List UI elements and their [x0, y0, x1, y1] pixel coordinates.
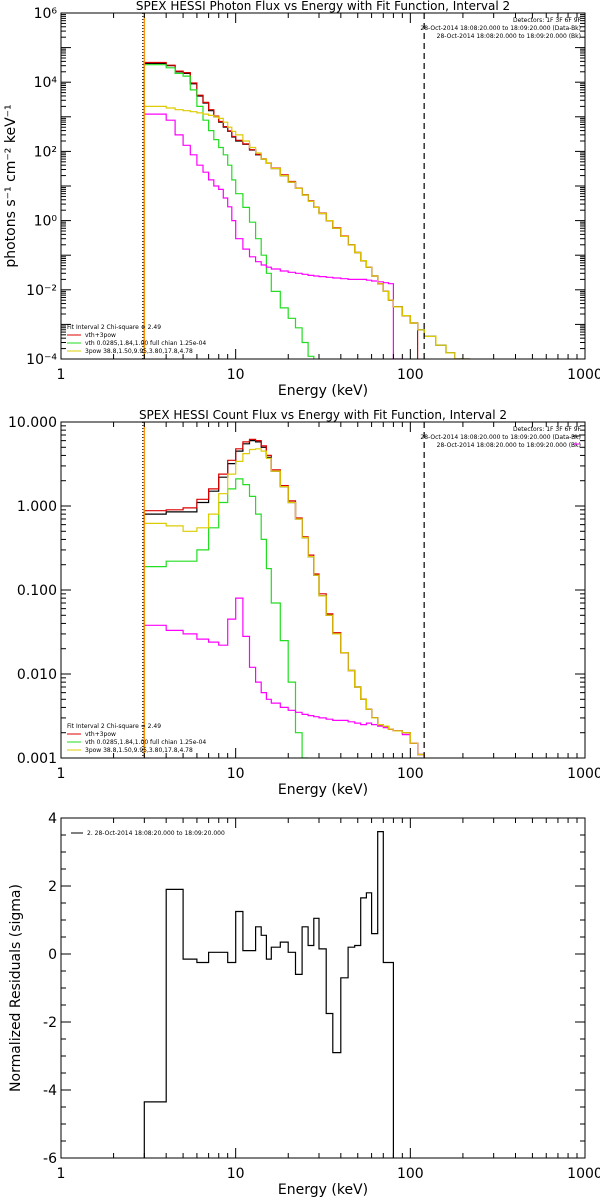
series-line-3 — [143, 478, 309, 758]
x-tick-label: 100 — [397, 1166, 424, 1182]
y-tick-label: 10⁴ — [34, 75, 58, 91]
y-tick-label: -2 — [43, 1015, 57, 1031]
x-tick-label: 10 — [227, 1166, 245, 1182]
y-tick-label: -6 — [43, 1151, 57, 1167]
y-tick-label: 0.100 — [17, 583, 57, 599]
y-tick-label: 1.000 — [17, 499, 57, 515]
series-line-1 — [143, 440, 425, 758]
series-line-4 — [143, 113, 403, 359]
x-tick-label: 100 — [397, 367, 424, 383]
y-tick-label: 0 — [48, 947, 57, 963]
chart-1: 1 10 100 1000 10⁻⁴ 10⁻² 10⁰ 10² 10⁴ 10⁶ SPEX HESSI… — [3, 0, 600, 399]
legend-entry: Fit Interval 2 Chi-square = 2.49 — [67, 324, 161, 331]
x-tick-label: 1000 — [567, 367, 600, 383]
y-tick-label: 10² — [34, 144, 57, 160]
legend-entry: vth 0.0285,1.84,1.00 full chian 1.25e-04 — [85, 739, 206, 746]
x-tick-label: 10 — [227, 367, 245, 383]
y-axis-title: photons s⁻¹ cm⁻² keV⁻¹ — [3, 104, 19, 267]
x-tick-label: 1000 — [567, 1166, 600, 1182]
y-tick-label: 2 — [48, 879, 57, 895]
y-tick-label: 10⁰ — [34, 214, 58, 230]
series-line-5 — [143, 448, 425, 758]
x-tick-label: 1 — [57, 1166, 66, 1182]
y-tick-label: 10⁻⁴ — [26, 352, 57, 368]
y-tick-label: 10.000 — [8, 415, 57, 431]
legend-entry: 2. 28-Oct-2014 18:08:20.000 to 18:09:20.… — [87, 830, 225, 837]
y-tick-label: -4 — [43, 1083, 57, 1099]
legend-entry: vth+3pow — [85, 731, 116, 738]
x-tick-label: 1 — [57, 766, 66, 782]
x-tick-label: 1 — [57, 367, 66, 383]
plot-frame — [60, 12, 586, 360]
info-text: 28-Oct-2014 18:08:20.000 to 18:09:20.000… — [420, 25, 581, 32]
series-line-1 — [143, 831, 394, 1158]
chart-title: SPEX HESSI Count Flux vs Energy with Fit… — [139, 408, 507, 422]
legend-entry: 3pow 38.8,1.50,9.95,3.80,17.8,4.78 — [85, 747, 193, 754]
series-line-2 — [143, 61, 419, 359]
series-line-3 — [143, 64, 315, 359]
y-axis-title: Normalized Residuals (sigma) — [8, 884, 24, 1092]
y-tick-label: 10⁻² — [26, 283, 57, 299]
chart-2: 1 10 100 1000 0.001 0.010 0.100 1.000 10.000 SPEX… — [8, 408, 600, 798]
legend-entry: Fit Interval 2 Chi-square = 2.49 — [67, 723, 161, 730]
series-line-5 — [143, 105, 471, 359]
y-tick-label: 0.001 — [17, 751, 57, 767]
info-text: Detectors: 1F 3F 6F 9F — [513, 17, 582, 24]
legend-entry: vth+3pow — [85, 332, 116, 339]
y-tick-label: 10⁶ — [34, 6, 58, 22]
x-tick-label: 10 — [227, 766, 245, 782]
series-line-1 — [143, 62, 471, 359]
x-tick-label: 100 — [397, 766, 424, 782]
x-tick-label: 1000 — [567, 766, 600, 782]
legend-entry: vth 0.0285,1.84,1.00 full chian 1.25e-04 — [85, 340, 206, 347]
x-axis-title: Energy (keV) — [278, 383, 368, 399]
series-line-4 — [143, 597, 425, 758]
plot-frame — [60, 421, 586, 759]
chart-title: SPEX HESSI Photon Flux vs Energy with Fi… — [136, 0, 510, 13]
x-axis-title: Energy (keV) — [278, 1182, 368, 1198]
info-text: Detectors: 1F 3F 6F 9F — [513, 426, 582, 433]
info-text: 28-Oct-2014 18:08:20.000 to 18:09:20.000… — [437, 33, 581, 40]
info-text: 28-Oct-2014 18:08:20.000 to 18:09:20.000… — [437, 442, 581, 449]
y-tick-label: 0.010 — [17, 667, 57, 683]
info-text: 28-Oct-2014 18:08:20.000 to 18:09:20.000… — [420, 434, 581, 441]
x-axis-title: Energy (keV) — [278, 782, 368, 798]
legend-entry: 3pow 38.8,1.50,9.95,3.80,17.8,4.78 — [85, 348, 193, 355]
plot-frame — [60, 817, 586, 1159]
y-tick-label: 4 — [48, 811, 57, 827]
chart-3: 1 10 100 1000 -6 -4 -2 0 2 4 Energy (keV) Normalize… — [8, 811, 600, 1198]
